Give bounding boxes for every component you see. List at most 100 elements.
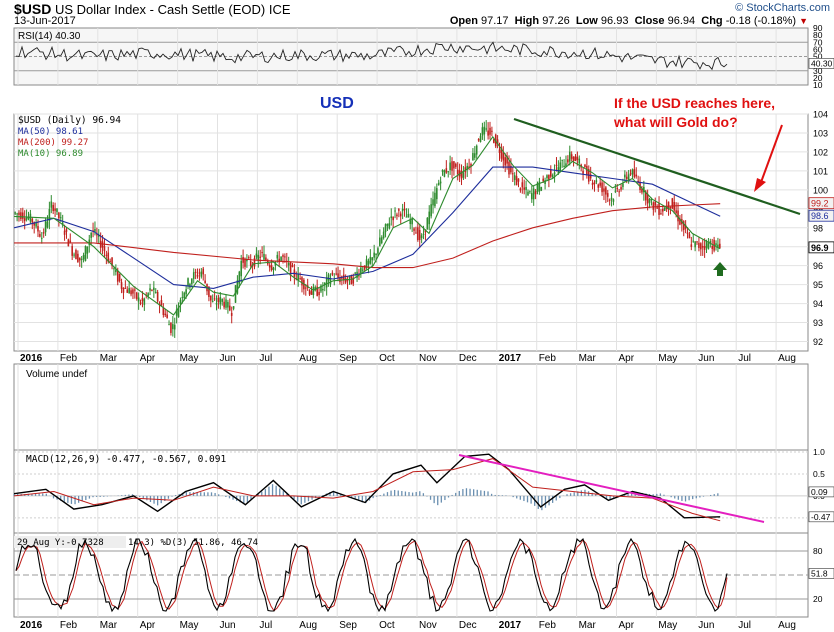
- candle-body: [27, 217, 30, 219]
- candle-body: [491, 130, 493, 132]
- x-tick-label-bottom: Jun: [220, 620, 236, 631]
- candle-body: [565, 163, 567, 167]
- candle-body: [65, 229, 68, 232]
- chart-title: $USD US Dollar Index - Cash Settle (EOD)…: [14, 1, 291, 17]
- candle-body: [291, 265, 294, 267]
- candle-body: [574, 156, 577, 161]
- candle-body: [360, 267, 362, 274]
- candle-body: [130, 290, 132, 295]
- candle-body: [417, 227, 419, 241]
- chart-date: 13-Jun-2017: [14, 15, 76, 27]
- candle-body: [242, 257, 244, 263]
- x-tick-label-bottom: Jun: [698, 620, 714, 631]
- x-tick-label: May: [180, 353, 199, 364]
- candle-body: [538, 181, 541, 192]
- candle-body: [426, 217, 429, 230]
- price-tick-label: 103: [813, 128, 828, 138]
- candle-body: [263, 253, 265, 260]
- x-tick-label: Nov: [419, 353, 437, 364]
- candle-body: [405, 216, 408, 218]
- candle-body: [187, 278, 189, 287]
- rsi-tick-label: 70: [813, 37, 823, 47]
- candle-body: [94, 229, 96, 232]
- candle-body: [73, 254, 75, 256]
- stoch-legend: 14,3) %D(3) 51.86, 46.74: [128, 538, 258, 548]
- x-tick-label: Jun: [698, 353, 714, 364]
- candle-body: [367, 260, 370, 265]
- candle-body: [196, 275, 199, 277]
- candle-body: [451, 161, 453, 171]
- candle-body: [548, 174, 550, 180]
- x-tick-label-bottom: Apr: [140, 620, 156, 631]
- candle-body: [126, 289, 129, 293]
- candle-body: [204, 280, 206, 284]
- candle-body: [259, 256, 261, 258]
- candle-body: [44, 221, 47, 233]
- candle-body: [650, 199, 653, 201]
- x-tick-label-bottom: Jul: [259, 620, 272, 631]
- stoch-tooltip: 29 Aug Y:-0.7328: [17, 538, 104, 548]
- candle-body: [540, 187, 543, 191]
- candle-body: [185, 289, 187, 295]
- low-label: Low: [575, 15, 598, 27]
- annotation-line-1: If the USD reaches here,: [614, 95, 775, 111]
- price-tick-label: 92: [813, 337, 823, 347]
- rsi-value-tag: 40.30: [811, 58, 833, 68]
- candle-body: [327, 274, 330, 281]
- rsi-gridlines: [14, 41, 808, 72]
- candle-body: [77, 253, 79, 262]
- candle-body: [570, 154, 573, 159]
- candle-body: [238, 271, 241, 284]
- candle-body: [84, 246, 87, 261]
- candle-body: [403, 208, 406, 211]
- candle-body: [529, 191, 531, 193]
- candle-body: [14, 212, 16, 214]
- candle-body: [141, 297, 144, 302]
- candle-body: [335, 273, 337, 275]
- price-value-tag: 98.6: [811, 211, 829, 221]
- candle-body: [194, 271, 197, 273]
- candle-body: [166, 314, 168, 318]
- candle-body: [474, 153, 476, 158]
- candle-body: [371, 257, 374, 261]
- macd-line: [13, 453, 721, 519]
- candle-body: [363, 265, 366, 270]
- candle-body: [396, 214, 398, 217]
- up-arrow-icon: [713, 262, 727, 276]
- candle-body: [229, 305, 231, 311]
- candle-body: [48, 209, 51, 221]
- x-tick-label-bottom: Mar: [579, 620, 597, 631]
- rsi-tick-label: 10: [813, 80, 823, 90]
- macd-signal-line: [13, 458, 721, 522]
- candle-body: [449, 162, 451, 171]
- x-tick-label-bottom: Sep: [339, 620, 357, 631]
- volume-legend: Volume undef: [26, 369, 87, 380]
- candle-body: [128, 288, 130, 294]
- price-value-tag-box: [808, 209, 834, 222]
- candle-body: [534, 191, 537, 195]
- x-tick-label-bottom: 2016: [20, 620, 43, 631]
- candle-body: [107, 252, 110, 263]
- candle-body: [696, 241, 698, 243]
- price-tick-label: 101: [813, 166, 828, 176]
- price-legend: $USD (Daily) 96.94: [18, 115, 121, 126]
- ma200-legend: MA(200) 99.27: [18, 138, 88, 148]
- candle-body: [698, 242, 700, 248]
- candlestick-series: [14, 120, 721, 338]
- candle-body: [265, 257, 267, 261]
- candle-body: [561, 159, 563, 161]
- x-tick-label-bottom: Dec: [459, 620, 477, 631]
- candle-body: [705, 241, 708, 248]
- x-tick-label-bottom: Mar: [100, 620, 118, 631]
- price-value-tag-box: [808, 241, 834, 254]
- candle-body: [318, 291, 320, 296]
- low-value: 96.93: [600, 15, 629, 27]
- price-value-tag: 96.9: [811, 243, 829, 253]
- candle-body: [170, 322, 172, 333]
- ma50-legend: MA(50) 98.61: [18, 127, 83, 137]
- candle-body: [173, 324, 176, 330]
- candle-body: [54, 208, 56, 211]
- candle-body: [56, 208, 58, 212]
- macd-tick-label: 0.5: [813, 469, 825, 479]
- candle-body: [137, 297, 140, 302]
